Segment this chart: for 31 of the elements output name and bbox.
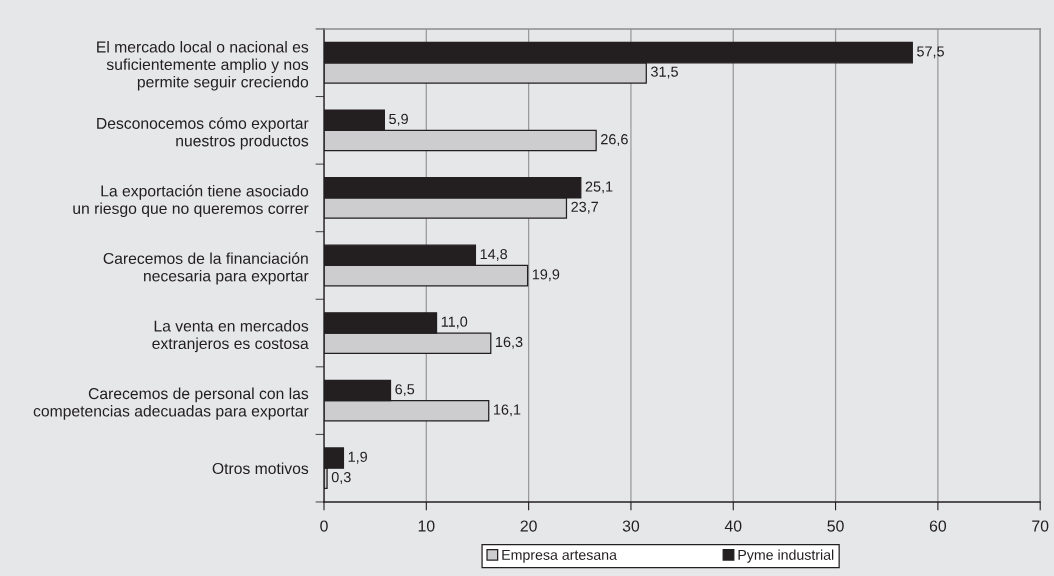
y-tick-label: El mercado local o nacional es suficientemente amplio y nos permite seguir creciendo (97, 41, 309, 91)
x-tick-label: 10 (418, 520, 435, 532)
data-label: 19,9 (532, 269, 560, 282)
data-label: 16,3 (496, 336, 523, 349)
y-tick-label: Carecemos de personal con las competencias adecuadas para exportar (33, 387, 309, 420)
y-tick-label: La venta en mercados extranjeros es costosa (152, 320, 309, 353)
data-label: 1,9 (348, 451, 367, 464)
x-tick-label: 70 (1032, 520, 1049, 532)
data-label: 5,9 (389, 113, 408, 126)
y-tick-label: La exportación tiene asociado un riesgo que no queremos correr (73, 184, 309, 218)
x-tick-label: 50 (827, 520, 844, 532)
x-tick-label: 40 (724, 520, 742, 532)
x-tick-label: 20 (520, 520, 537, 532)
data-label: 25,1 (585, 181, 613, 194)
x-tick-label: 30 (622, 520, 640, 532)
data-label: 26,6 (601, 134, 628, 147)
data-label: 14,8 (480, 248, 508, 261)
data-label: 23,7 (571, 201, 599, 214)
data-label: 16,1 (493, 404, 521, 417)
data-label: 0,3 (331, 471, 351, 484)
legend-label: Pyme industrial (738, 549, 834, 563)
data-label: 57,5 (917, 46, 944, 59)
data-label: 6,5 (395, 384, 415, 397)
legend-label: Empresa artesana (502, 550, 617, 563)
x-tick-label: 60 (929, 520, 947, 532)
y-tick-label: Carecemos de la financiación necesaria para exportar (103, 252, 309, 285)
data-label: 11,0 (441, 316, 468, 329)
y-tick-label: Otros motivos (212, 462, 309, 475)
x-tick-label: 0 (320, 520, 328, 532)
y-tick-label: Desconocemos cómo exportar nuestros productos (97, 117, 309, 150)
data-label: 31,5 (651, 66, 678, 79)
